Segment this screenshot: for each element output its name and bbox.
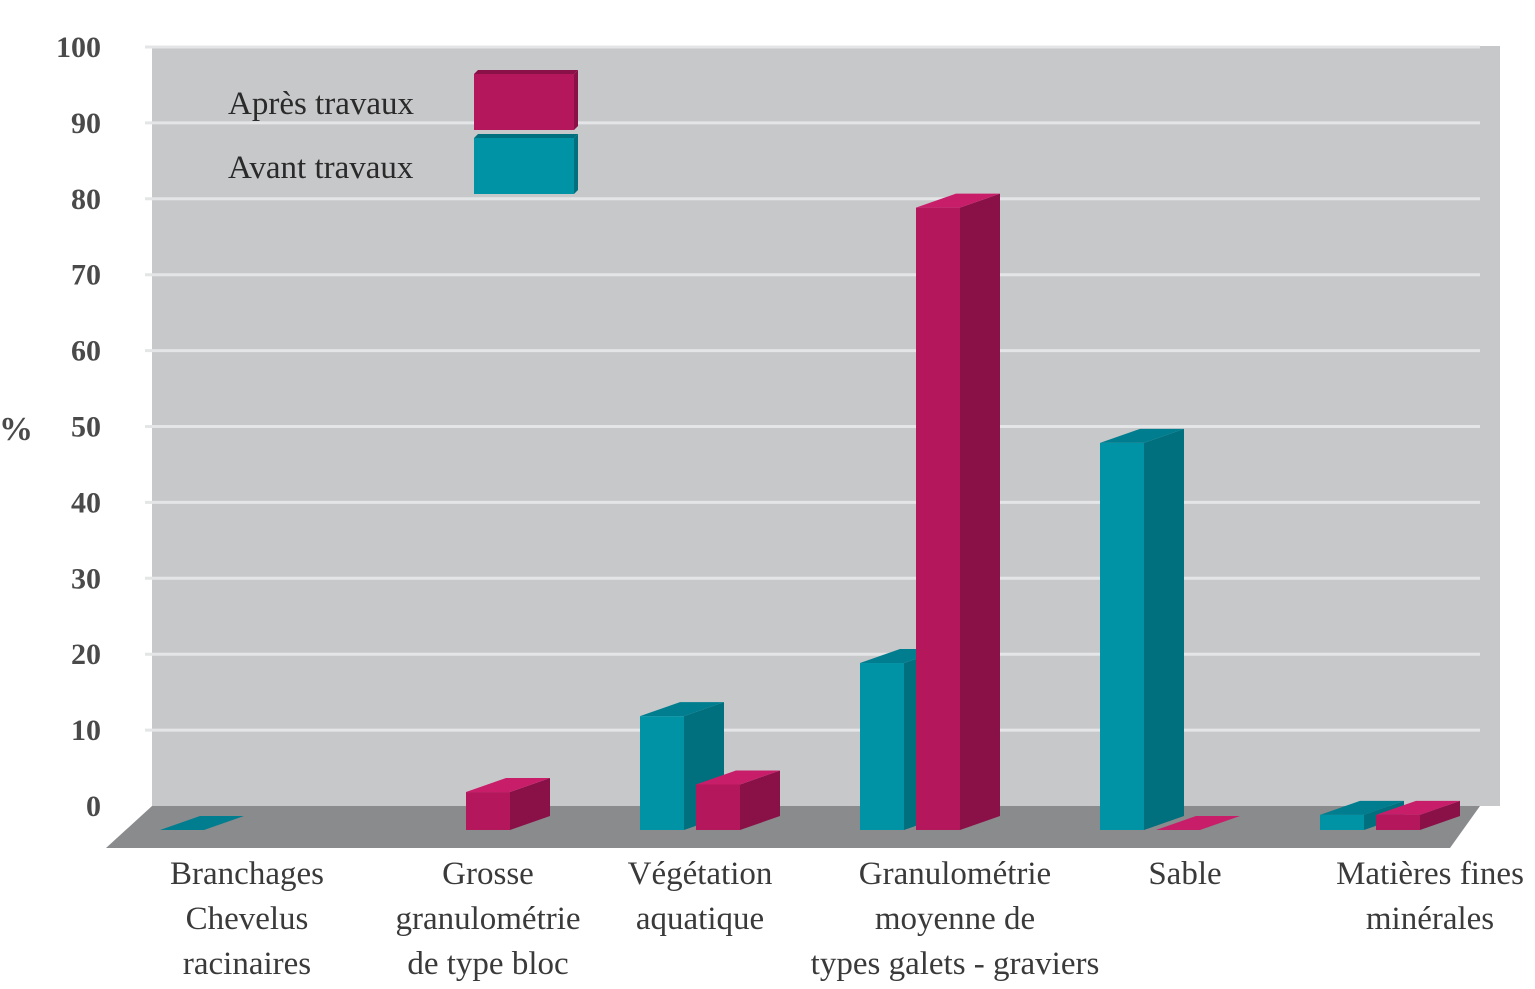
y-axis-ticks: 0 10 20 30 40 50 60 70 80 90 100	[56, 31, 101, 823]
category-label-line: aquatique	[636, 901, 764, 937]
bar-front	[466, 792, 510, 830]
category-label-line: de type bloc	[407, 946, 568, 982]
bar-front	[1320, 814, 1364, 830]
category-label: Grosse granulométrie de type bloc	[395, 856, 580, 982]
bar-front	[1376, 814, 1420, 830]
bar-apr-s-travaux	[696, 770, 780, 830]
category-label-line: Branchages	[170, 856, 324, 892]
bar-apr-s-travaux	[916, 193, 1000, 830]
legend-swatch-side	[574, 134, 578, 194]
category-label-line: Granulométrie	[859, 856, 1051, 892]
bars	[160, 193, 1460, 830]
bar-apr-s-travaux	[466, 778, 550, 830]
y-tick-label: 100	[56, 31, 101, 64]
bar-avant-travaux	[160, 816, 244, 830]
y-tick-label: 50	[71, 411, 101, 444]
category-label: Granulométrie moyenne de types galets - gr…	[811, 856, 1100, 982]
bar-side	[740, 770, 780, 830]
category-label: Sable	[1148, 856, 1221, 892]
bar-front	[1100, 442, 1144, 830]
y-tick-label: 70	[71, 259, 101, 292]
category-label-line: Sable	[1148, 856, 1221, 892]
bar-top	[1320, 800, 1404, 815]
y-tick-label: 20	[71, 638, 101, 671]
bar-top	[1156, 816, 1240, 830]
bar-front	[916, 207, 960, 830]
legend: Après travaux Avant travaux	[228, 70, 578, 194]
legend-swatch	[474, 138, 574, 194]
bar-apr-s-travaux	[1376, 800, 1460, 830]
y-tick-label: 40	[71, 486, 101, 519]
legend-swatch	[474, 74, 574, 130]
category-label-line: minérales	[1366, 901, 1494, 937]
bar-avant-travaux	[1100, 428, 1184, 830]
bar-top	[640, 702, 724, 717]
bar-front	[640, 716, 684, 830]
legend-label: Avant travaux	[228, 150, 414, 186]
category-labels: Branchages Chevelus racinaires Grosse granul…	[170, 856, 1524, 982]
y-axis-label: %	[0, 411, 33, 448]
y-tick-label: 90	[71, 107, 101, 140]
y-tick-label: 10	[71, 714, 101, 747]
bar-side	[1420, 800, 1460, 830]
category-label-line: granulométrie	[395, 901, 580, 937]
bar-side	[960, 193, 1000, 830]
y-tick-label: 30	[71, 562, 101, 595]
y-tick-label: 60	[71, 335, 101, 368]
bar-top	[916, 193, 1000, 208]
bar-top	[466, 778, 550, 793]
bar-top	[696, 770, 780, 785]
category-label-line: moyenne de	[875, 901, 1035, 937]
y-tick-label: 80	[71, 183, 101, 216]
floor	[106, 806, 1480, 848]
category-label-line: racinaires	[183, 946, 311, 982]
bar-front	[696, 784, 740, 830]
legend-swatch-top	[474, 70, 578, 74]
bar-side	[1144, 428, 1184, 830]
gridlines	[145, 45, 1480, 732]
category-label-line: Matières fines	[1336, 856, 1524, 892]
category-label: Végétation aquatique	[628, 856, 773, 937]
bar-top	[1376, 800, 1460, 815]
category-label-line: Végétation	[628, 856, 773, 892]
category-label: Matières fines minérales	[1336, 856, 1524, 937]
legend-label: Après travaux	[228, 86, 415, 122]
category-label-line: types galets - graviers	[811, 946, 1100, 982]
legend-swatch-side	[574, 70, 578, 130]
y-tick-label: 0	[86, 790, 101, 823]
bar-apr-s-travaux	[1156, 816, 1240, 830]
bar-top	[1100, 428, 1184, 443]
category-label-line: Chevelus	[186, 901, 309, 937]
category-label: Branchages Chevelus racinaires	[170, 856, 324, 982]
bar-front	[860, 663, 904, 830]
legend-swatch-top	[474, 134, 578, 138]
bar-side	[510, 778, 550, 830]
category-label-line: Grosse	[442, 856, 534, 892]
bar-top	[160, 816, 244, 830]
